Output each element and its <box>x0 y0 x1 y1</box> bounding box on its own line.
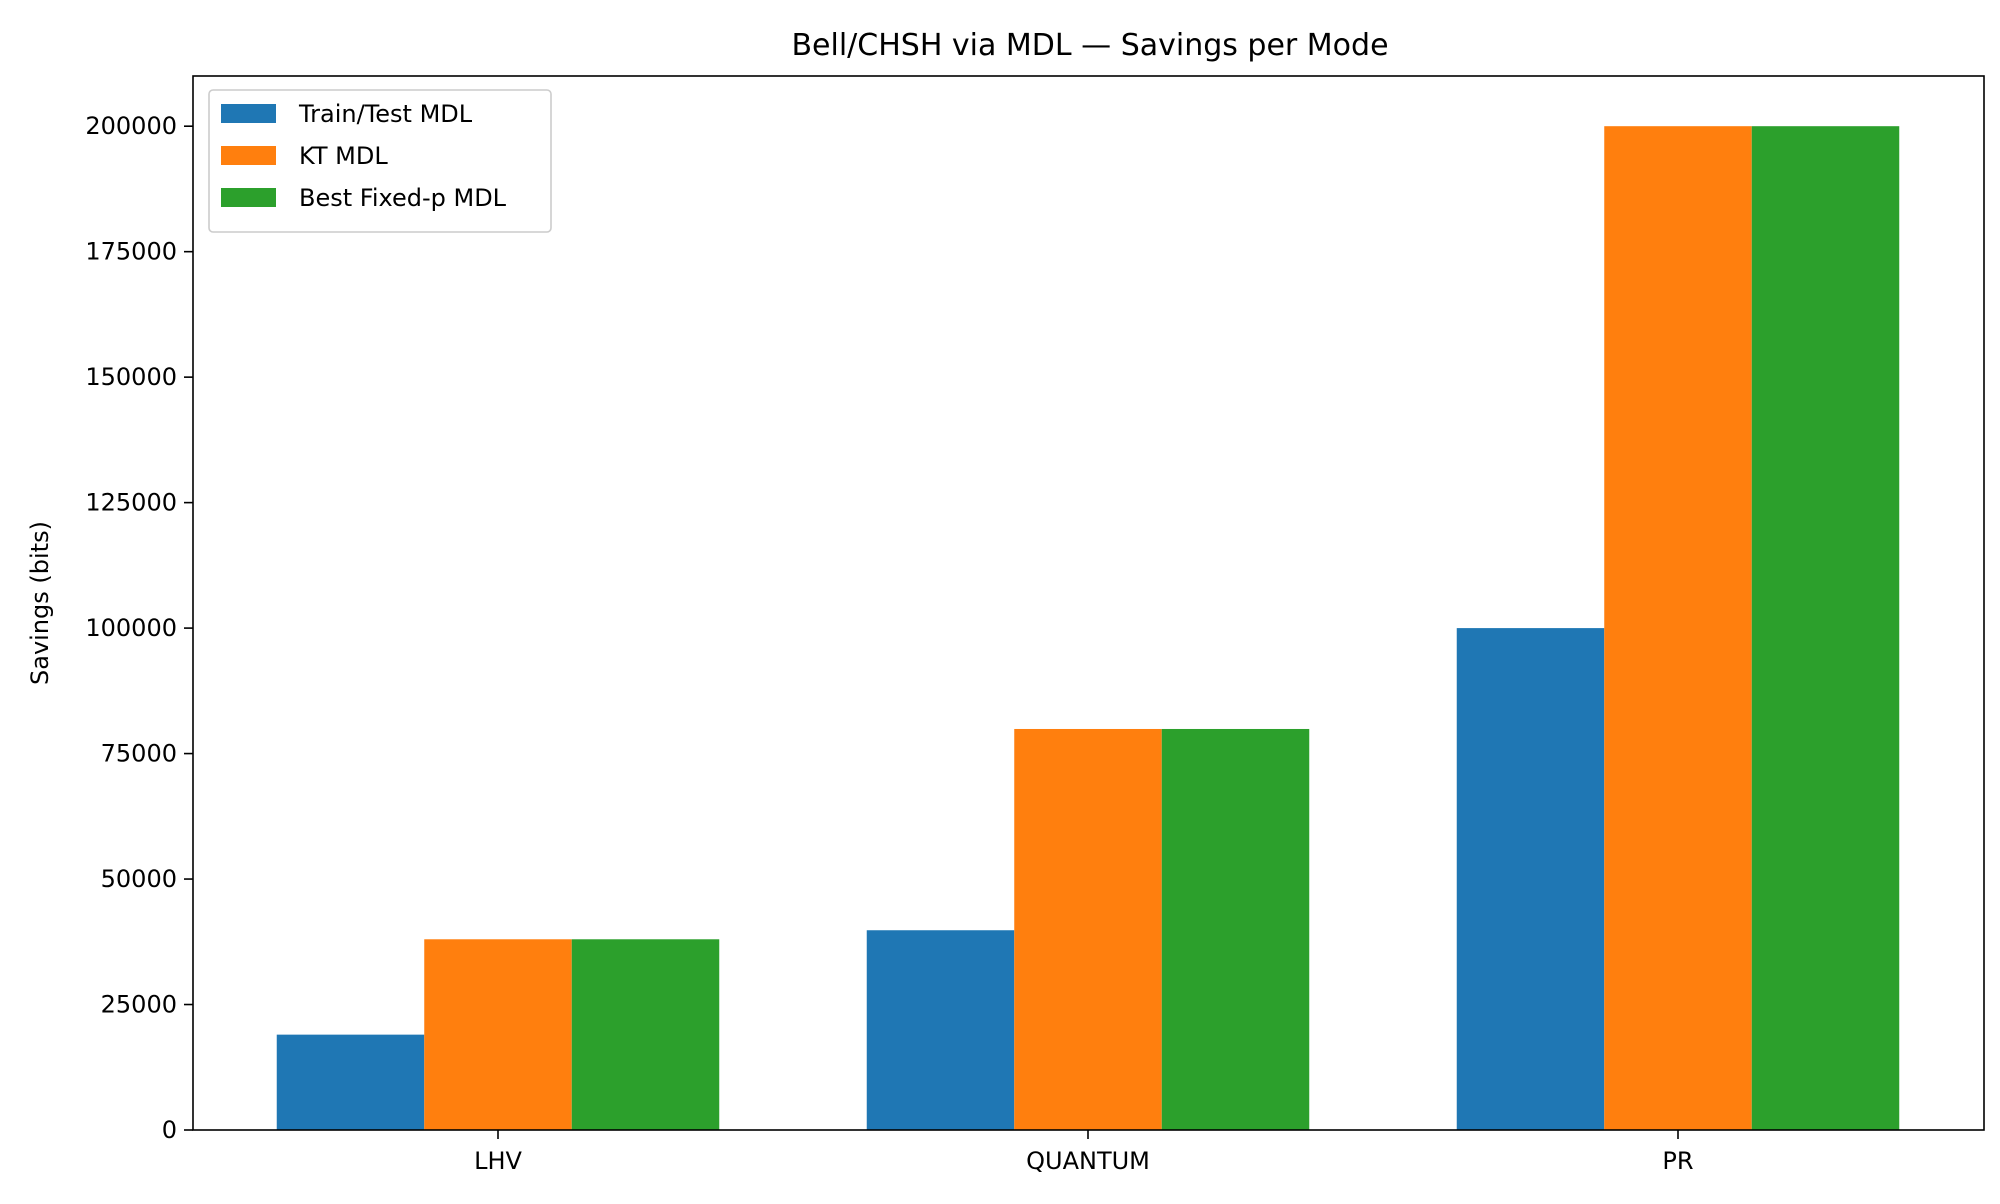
bar-pr-best-fixed-p-mdl <box>1751 126 1900 1130</box>
legend-box <box>208 89 552 233</box>
legend-label: Train/Test MDL <box>298 100 473 128</box>
bar-quantum-train-test-mdl <box>866 930 1015 1130</box>
y-tick-label: 0 <box>162 1116 177 1144</box>
x-tick-label: PR <box>1662 1147 1693 1175</box>
y-tick-label: 75000 <box>101 740 177 768</box>
chart-title: Bell/CHSH via MDL — Savings per Mode <box>791 28 1388 63</box>
bars-layer <box>276 126 1900 1130</box>
y-tick-label: 200000 <box>85 112 177 140</box>
y-tick-label: 50000 <box>101 865 177 893</box>
bar-pr-train-test-mdl <box>1456 628 1605 1130</box>
bar-quantum-kt-mdl <box>1014 728 1162 1130</box>
legend-swatch <box>221 104 276 123</box>
x-tick-label: QUANTUM <box>1026 1147 1150 1175</box>
bar-quantum-best-fixed-p-mdl <box>1161 728 1310 1130</box>
legend-label: Best Fixed-p MDL <box>299 184 507 212</box>
y-tick-label: 125000 <box>85 489 177 517</box>
y-tick-label: 100000 <box>85 614 177 642</box>
legend-label: KT MDL <box>299 142 388 170</box>
bar-lhv-kt-mdl <box>424 939 572 1130</box>
legend-swatch <box>221 188 276 207</box>
axes-layer: 0 25000 50000 75000 100000 125000 150000 175000… <box>85 75 1985 1175</box>
bar-lhv-best-fixed-p-mdl <box>571 939 720 1130</box>
legend: Train/Test MDL KT MDL Best Fixed-p MDL <box>208 89 552 233</box>
y-tick-label: 150000 <box>85 363 177 391</box>
y-tick-label: 175000 <box>85 238 177 266</box>
legend-swatch <box>221 146 276 165</box>
y-tick-label: 25000 <box>101 991 177 1019</box>
y-axis-label: Savings (bits) <box>26 521 54 685</box>
bar-lhv-train-test-mdl <box>276 1034 425 1130</box>
x-tick-label: LHV <box>474 1147 522 1175</box>
bar-pr-kt-mdl <box>1604 126 1752 1130</box>
